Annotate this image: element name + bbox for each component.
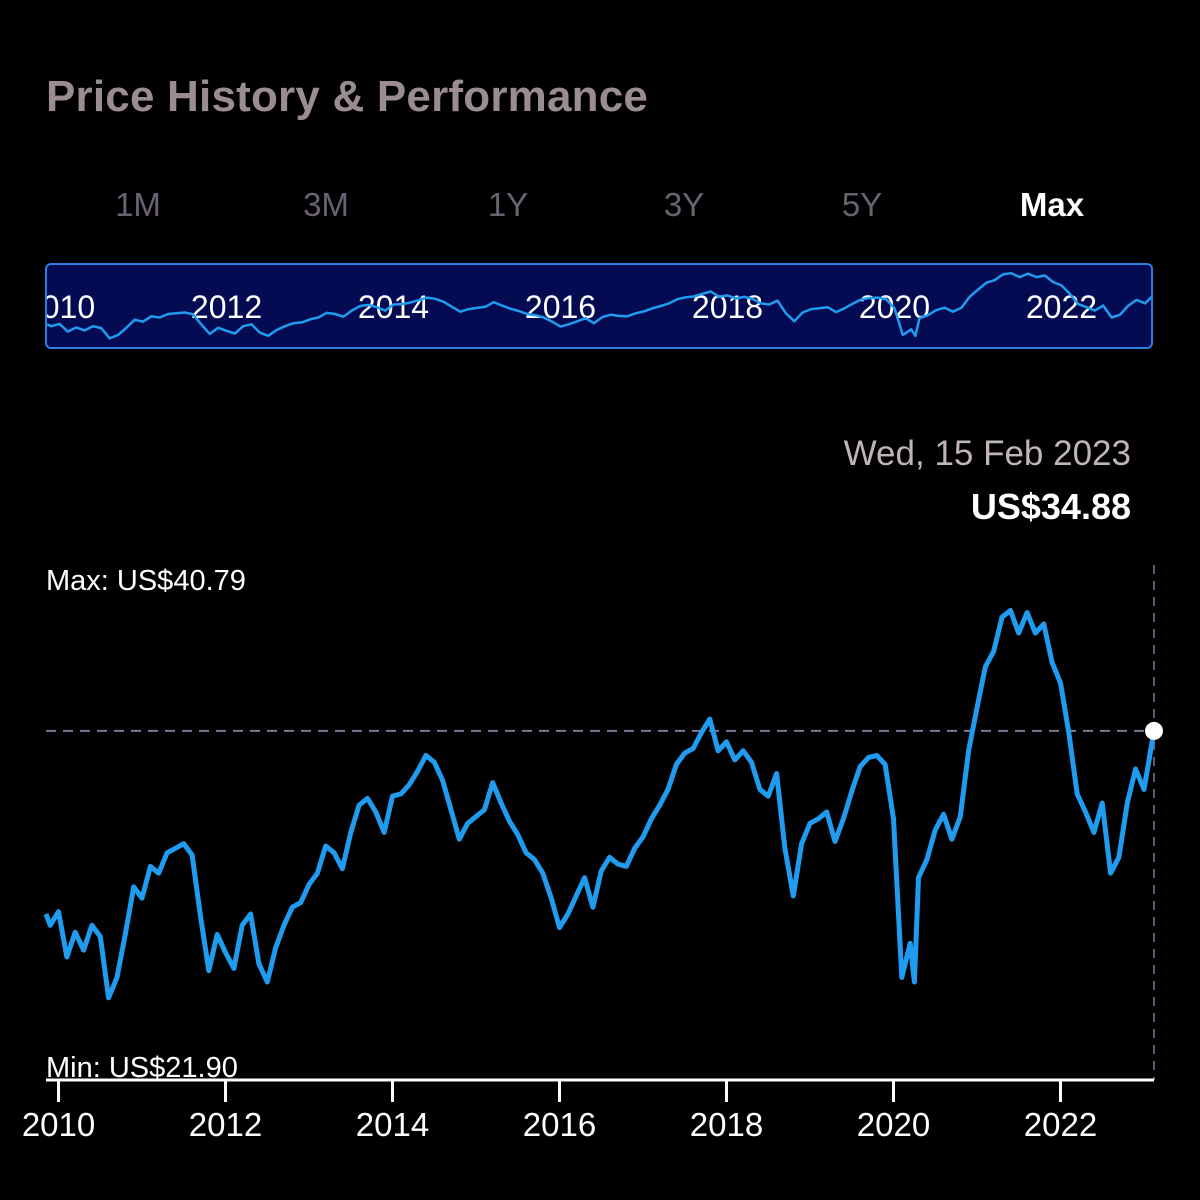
page-title: Price History & Performance	[46, 72, 649, 121]
current-point-marker	[1145, 721, 1163, 740]
tooltip-price: US$34.88	[970, 486, 1131, 527]
x-tick-label: 2016	[523, 1106, 596, 1143]
x-tick-label: 2014	[356, 1106, 429, 1143]
tab-1m[interactable]: 1M	[115, 186, 161, 223]
x-tick-label: 2022	[1024, 1106, 1097, 1143]
price-series-line	[43, 607, 1157, 1001]
navigator-tick-label: 2014	[358, 289, 429, 325]
tooltip-date: Wed, 15 Feb 2023	[843, 434, 1131, 473]
x-tick-label: 2010	[22, 1106, 95, 1143]
x-tick-label: 2020	[857, 1106, 930, 1143]
navigator-tick-label: 2010	[47, 289, 95, 325]
tab-5y[interactable]: 5Y	[841, 186, 883, 223]
tab-1y[interactable]: 1Y	[487, 186, 529, 223]
navigator-tick-label: 2012	[191, 289, 262, 325]
x-tick-label: 2012	[189, 1106, 262, 1143]
tab-max[interactable]: Max	[1019, 186, 1085, 223]
range-tabs: 1M 3M 1Y 3Y 5Y Max	[46, 186, 1156, 230]
navigator-series-line	[47, 271, 1151, 340]
x-tick-label: 2018	[690, 1106, 763, 1143]
tab-3y[interactable]: 3Y	[663, 186, 705, 223]
tab-3m[interactable]: 3M	[303, 186, 349, 223]
min-price-label: Min: US$21.90	[46, 1052, 238, 1084]
max-price-label: Max: US$40.79	[46, 565, 246, 597]
